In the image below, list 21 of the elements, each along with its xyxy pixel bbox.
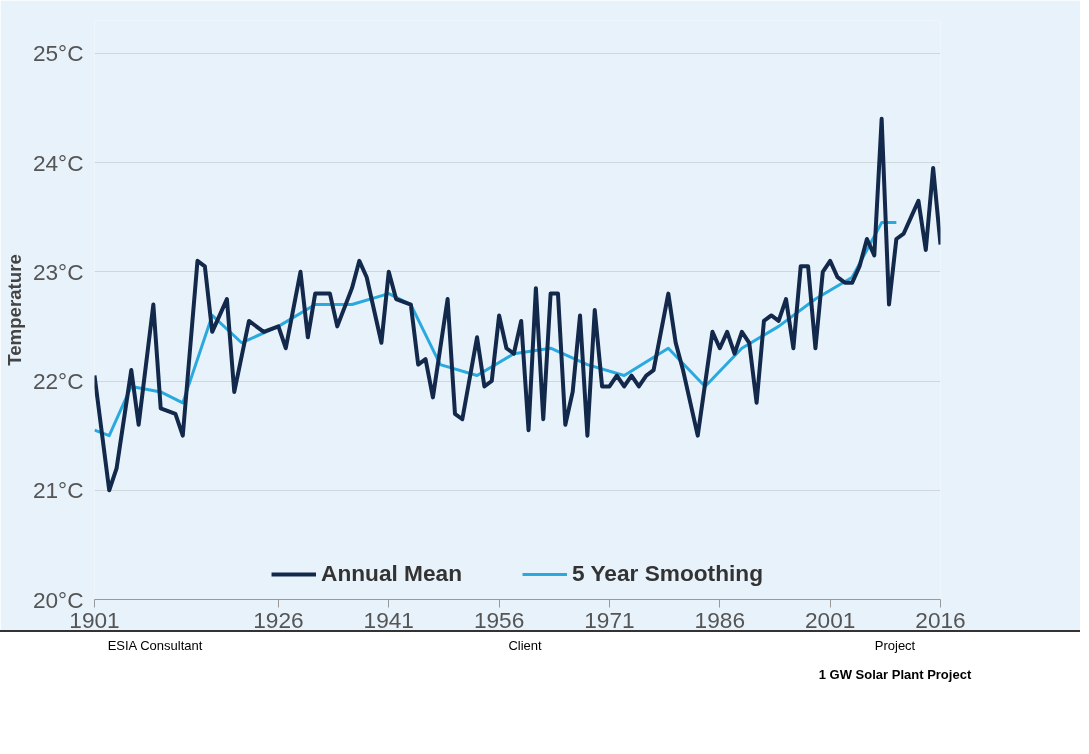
y-tick-label: 23°C	[32, 258, 84, 285]
y-tick-label: 20°C	[32, 586, 84, 613]
legend-label: Annual Mean	[321, 560, 463, 587]
x-tick-label: 1956	[473, 606, 525, 633]
x-tick-label: 1971	[584, 606, 635, 633]
y-axis-title: Temperature	[3, 254, 25, 366]
text: 1 GW Solar Plant Project	[818, 665, 972, 684]
x-tick-label: 1941	[363, 606, 414, 633]
x-tick-label: 1926	[253, 606, 304, 633]
x-tick-label: 2001	[804, 606, 856, 633]
x-tick-label: 1986	[694, 606, 746, 633]
y-tick-label: 21°C	[32, 477, 84, 504]
legend-label: 5 Year Smoothing	[572, 560, 763, 587]
text: Client	[508, 637, 542, 655]
text: ESIA Consultant	[107, 637, 203, 655]
text: Project	[874, 637, 916, 655]
y-tick-label: 22°C	[32, 368, 84, 395]
y-tick-label: 25°C	[32, 40, 84, 67]
line-series	[94, 116, 941, 493]
x-tick-label: 2016	[915, 606, 966, 633]
y-tick-label: 24°C	[32, 149, 84, 176]
